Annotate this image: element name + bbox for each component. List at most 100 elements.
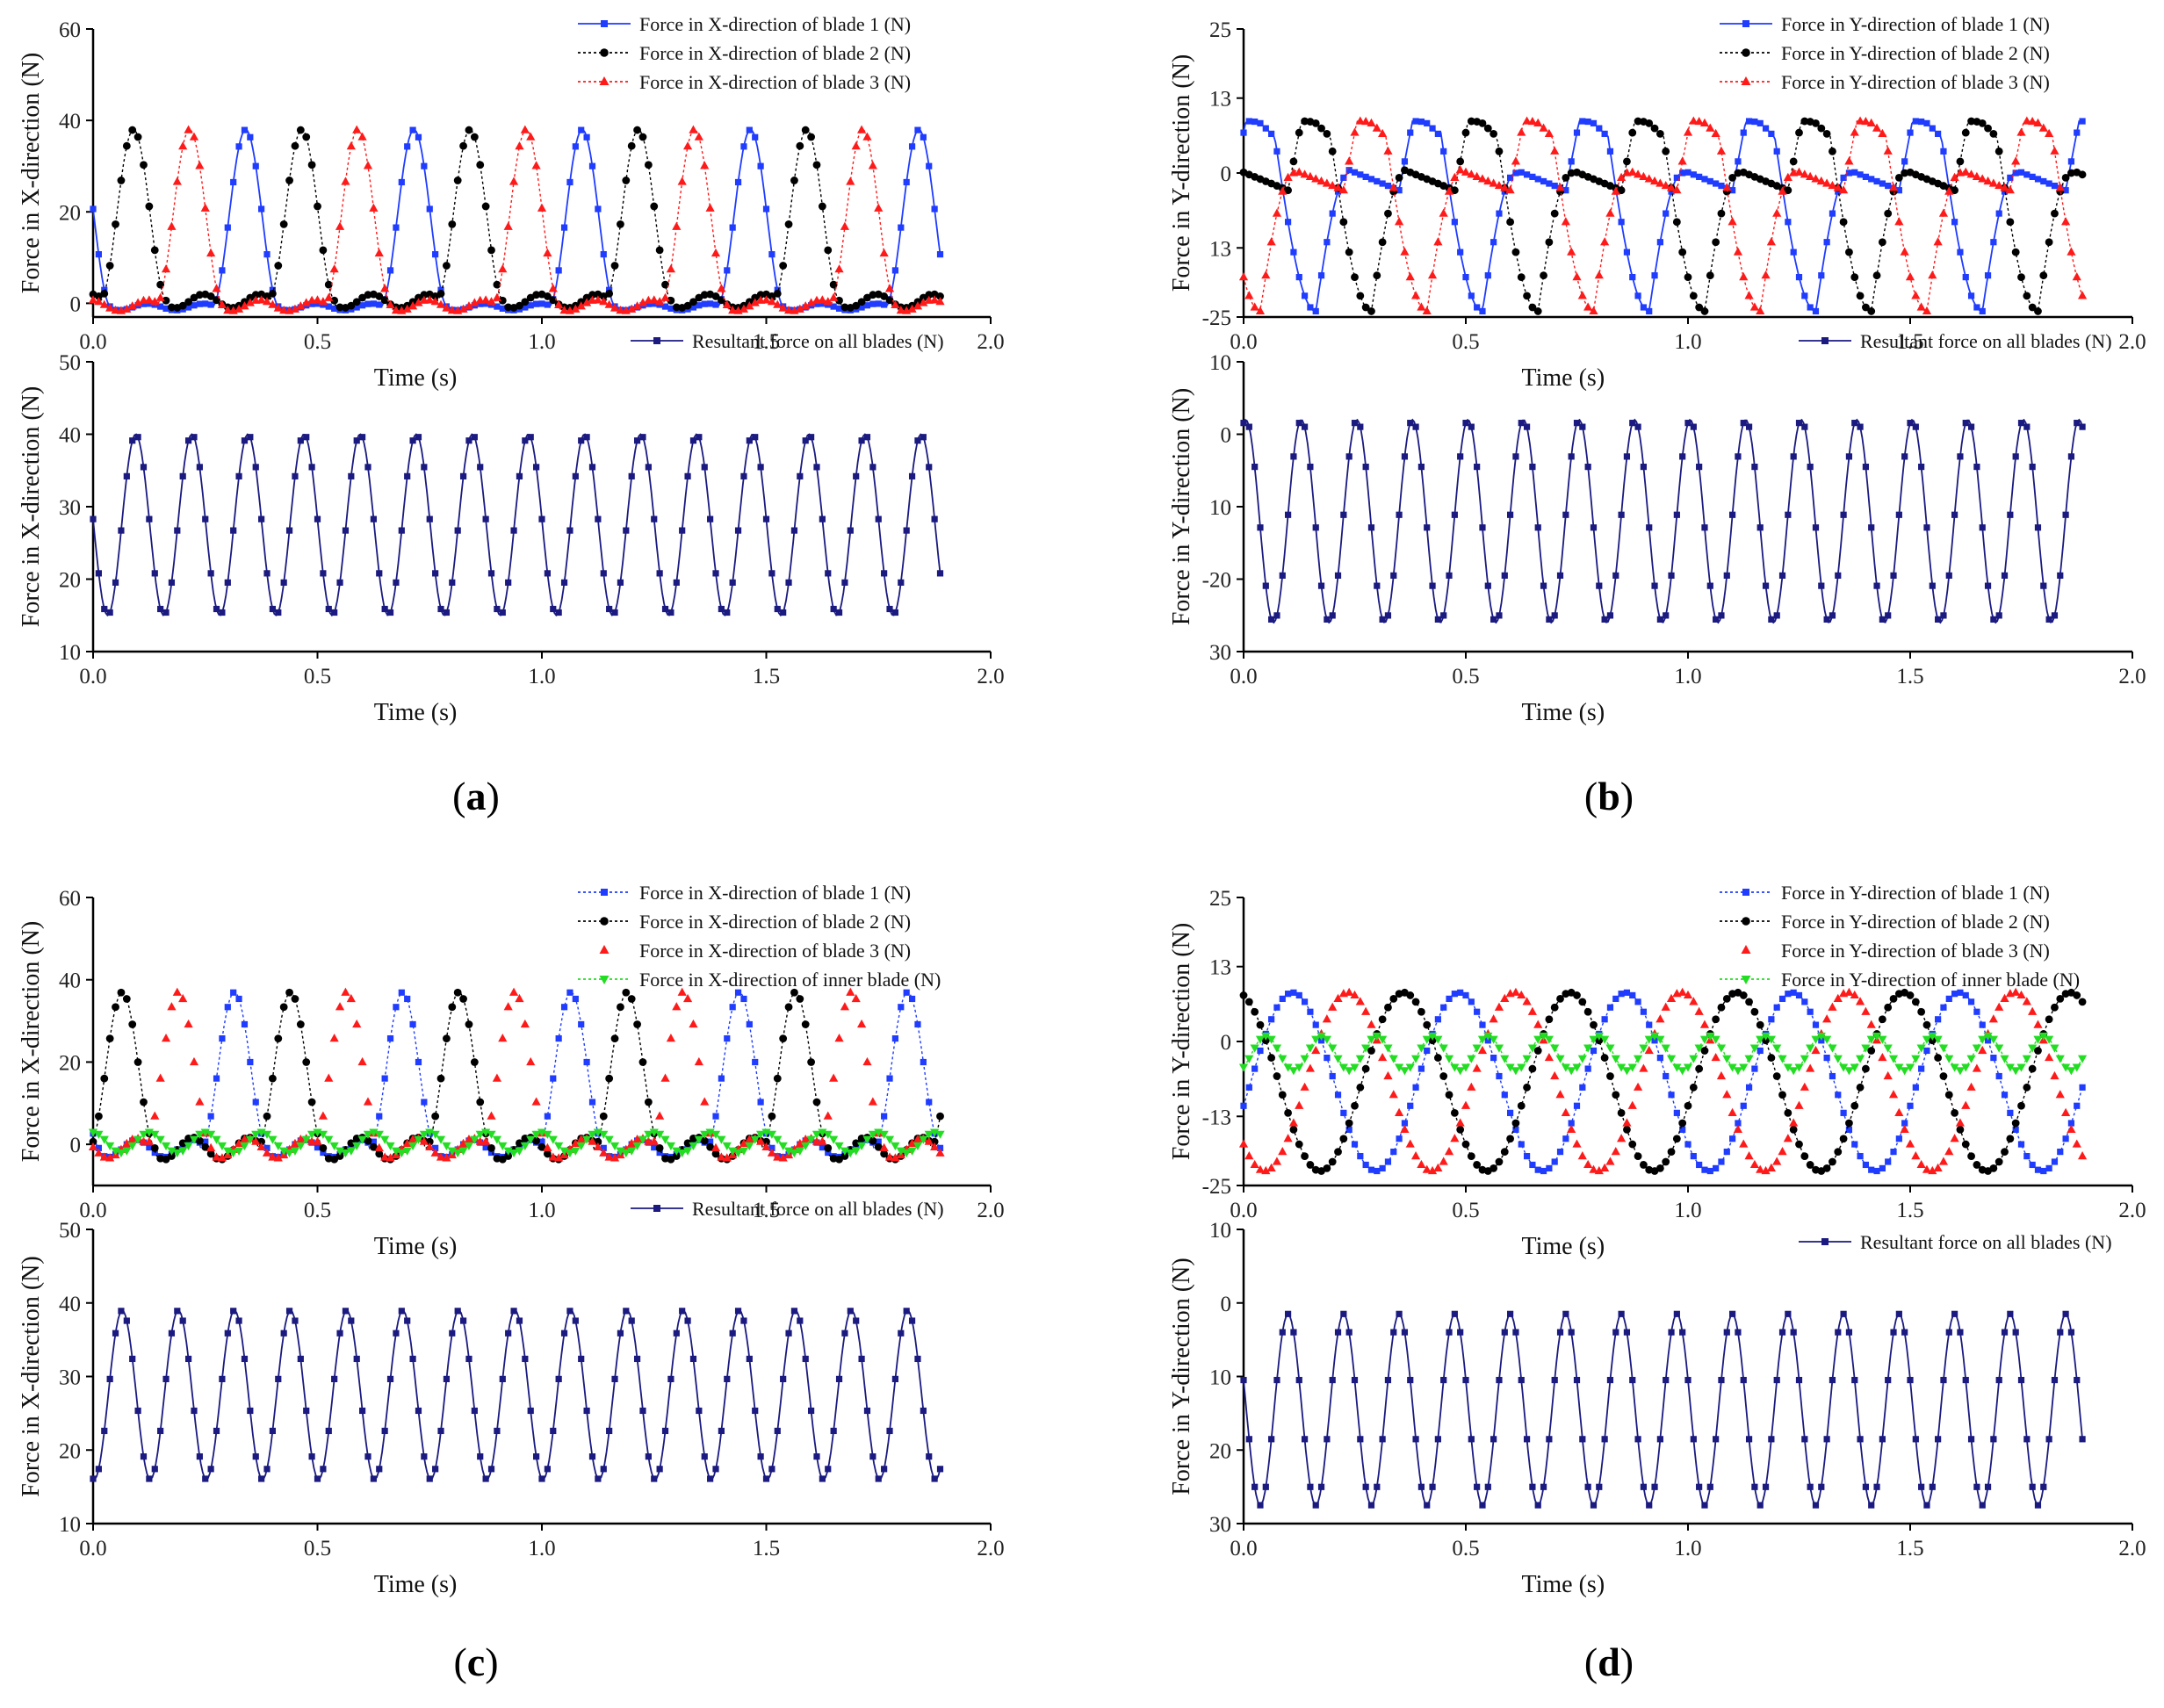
data-point bbox=[212, 1135, 221, 1144]
data-point bbox=[168, 1330, 176, 1337]
data-point bbox=[314, 515, 321, 522]
data-point bbox=[808, 434, 815, 441]
data-point bbox=[835, 1375, 843, 1382]
data-point bbox=[409, 437, 416, 444]
x-tick-label: 1.0 bbox=[1674, 1537, 1701, 1560]
data-point bbox=[1711, 1052, 1720, 1062]
data-point bbox=[1410, 291, 1421, 299]
data-point bbox=[1433, 1054, 1442, 1062]
data-point bbox=[464, 301, 474, 310]
data-point bbox=[1663, 1376, 1670, 1384]
data-point bbox=[649, 295, 659, 304]
data-point bbox=[290, 1138, 300, 1148]
data-point bbox=[335, 1002, 345, 1011]
data-point bbox=[1966, 1082, 1976, 1091]
data-point bbox=[443, 609, 451, 616]
data-point bbox=[174, 1308, 181, 1315]
data-point bbox=[1357, 423, 1364, 430]
data-point bbox=[1577, 291, 1587, 299]
data-point bbox=[1706, 1167, 1713, 1175]
data-point bbox=[195, 1130, 205, 1139]
data-point bbox=[1785, 219, 1792, 226]
data-point bbox=[509, 987, 519, 996]
data-point bbox=[655, 297, 665, 306]
y-tick-label: 20 bbox=[59, 1439, 81, 1463]
data-point bbox=[1594, 1032, 1604, 1041]
data-point bbox=[1317, 124, 1325, 133]
data-point bbox=[263, 251, 270, 258]
data-point bbox=[292, 1317, 299, 1324]
data-point bbox=[398, 989, 405, 996]
data-point bbox=[537, 1142, 546, 1151]
data-point bbox=[1324, 1436, 1331, 1443]
data-point bbox=[1713, 1164, 1720, 1172]
data-point bbox=[684, 1317, 691, 1324]
data-point bbox=[1845, 1329, 1853, 1336]
data-point bbox=[1529, 1161, 1536, 1169]
data-point bbox=[566, 989, 573, 996]
x-tick-label: 0.0 bbox=[1230, 1537, 1257, 1560]
x-tick-label: 1.5 bbox=[753, 1537, 780, 1560]
data-point bbox=[700, 1136, 709, 1145]
data-point bbox=[1290, 989, 1297, 996]
data-point bbox=[1833, 183, 1843, 191]
data-point bbox=[633, 1020, 641, 1028]
data-point bbox=[1494, 1002, 1504, 1011]
data-point bbox=[1345, 1067, 1354, 1076]
data-point bbox=[1555, 183, 1565, 191]
data-point bbox=[746, 1020, 753, 1028]
data-point bbox=[1433, 237, 1443, 246]
data-point bbox=[335, 303, 344, 312]
data-point bbox=[1589, 1164, 1598, 1173]
data-point bbox=[1623, 1126, 1631, 1134]
data-point bbox=[213, 1427, 220, 1435]
data-point bbox=[1427, 1165, 1438, 1175]
data-point bbox=[498, 1155, 507, 1164]
data-point bbox=[1512, 1126, 1519, 1134]
data-point bbox=[1601, 1436, 1608, 1443]
data-point bbox=[875, 300, 882, 307]
data-point bbox=[1240, 1102, 1247, 1109]
data-point bbox=[829, 1073, 839, 1082]
data-point bbox=[1556, 572, 1564, 579]
data-point bbox=[1701, 1166, 1708, 1173]
data-point bbox=[1778, 1091, 1786, 1099]
data-point bbox=[320, 1149, 327, 1157]
data-point bbox=[572, 472, 579, 479]
x-tick-label: 2.0 bbox=[977, 1537, 1004, 1560]
data-point bbox=[331, 305, 338, 312]
data-point bbox=[752, 1058, 759, 1066]
y-tick-label: 10 bbox=[1209, 496, 1231, 520]
data-point bbox=[1967, 1436, 1975, 1443]
data-point bbox=[1340, 174, 1347, 181]
data-point bbox=[1611, 1055, 1620, 1063]
data-point bbox=[830, 605, 837, 613]
data-point bbox=[790, 1149, 799, 1158]
data-point bbox=[2028, 1044, 2038, 1053]
data-point bbox=[1245, 1436, 1252, 1443]
data-point bbox=[1622, 1067, 1632, 1076]
data-point bbox=[1350, 1063, 1360, 1072]
data-point bbox=[1357, 1436, 1364, 1443]
data-point bbox=[1772, 1044, 1782, 1053]
data-point bbox=[269, 289, 277, 298]
data-point bbox=[774, 1427, 781, 1435]
data-point bbox=[1506, 1135, 1514, 1143]
x-axis-label: Time (s) bbox=[1522, 699, 1605, 726]
data-point bbox=[112, 220, 119, 228]
data-point bbox=[677, 177, 687, 185]
data-point bbox=[1663, 1072, 1670, 1080]
data-point bbox=[778, 1142, 788, 1151]
data-point bbox=[1362, 173, 1369, 180]
data-point bbox=[841, 579, 848, 586]
data-point bbox=[146, 1475, 153, 1482]
data-point bbox=[1967, 292, 1975, 299]
data-point bbox=[436, 1152, 446, 1161]
data-point bbox=[296, 1142, 306, 1151]
data-point bbox=[364, 1453, 371, 1460]
data-point bbox=[206, 1149, 215, 1158]
data-point bbox=[1489, 1035, 1498, 1044]
data-point bbox=[711, 1130, 721, 1139]
data-point bbox=[105, 1034, 114, 1042]
